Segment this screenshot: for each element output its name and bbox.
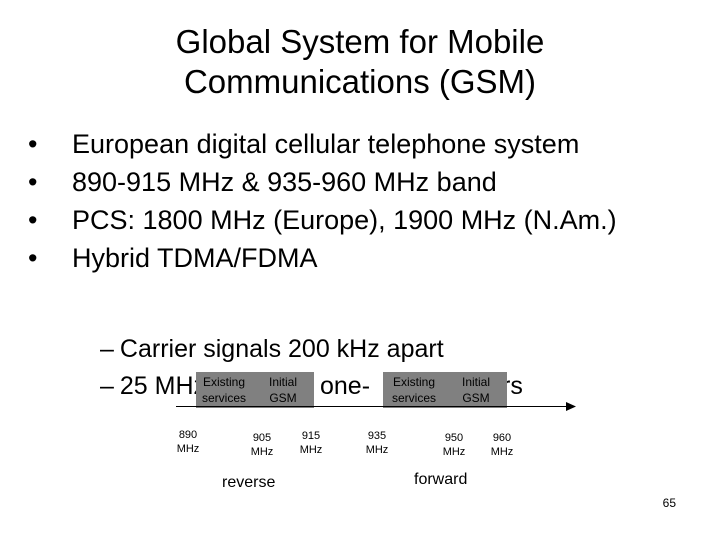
- tick-unit: MHz: [442, 446, 466, 458]
- band-box-label: Existing: [202, 375, 245, 389]
- bullet-dot: •: [28, 129, 38, 159]
- band-box-label: GSM: [462, 391, 490, 405]
- sub-bullet-fragment: one-: [320, 372, 371, 400]
- slide-title-line-2: Communications (GSM): [183, 63, 537, 100]
- reverse-label: reverse: [222, 474, 276, 491]
- tick-915: 915 MHz: [291, 429, 331, 457]
- sub-bullet-fragment: rs: [502, 372, 523, 400]
- bullet-dot: •: [28, 243, 38, 273]
- sub-bullet-item: –25 MHz: [100, 371, 206, 401]
- band-box-label: Initial: [268, 375, 297, 389]
- band-box-label: GSM: [269, 391, 297, 405]
- band-box-existing-services-forward: Existing services: [383, 372, 445, 408]
- slide-title: Global System for Mobile Communications …: [60, 22, 660, 102]
- bullet-item: • European digital cellular telephone sy…: [28, 130, 708, 159]
- sub-bullet-dash: –: [100, 335, 114, 363]
- bullet-dot: •: [28, 205, 38, 235]
- sub-bullet-dash: –: [100, 372, 114, 400]
- band-box-existing-services-reverse: Existing services: [196, 372, 252, 408]
- band-box-label: services: [391, 391, 436, 405]
- bullet-item: • 890-915 MHz & 935-960 MHz band: [28, 168, 708, 197]
- band-box-initial-gsm-forward: Initial GSM: [445, 372, 507, 408]
- frequency-axis: [176, 406, 574, 407]
- sub-bullet-item: – Carrier signals 200 kHz apart: [100, 334, 444, 364]
- bullet-item: • Hybrid TDMA/FDMA: [28, 244, 708, 273]
- tick-unit: MHz: [299, 444, 323, 456]
- tick-value: 950: [444, 432, 464, 444]
- page-number: 65: [662, 496, 676, 510]
- sub-bullet-text: Carrier signals 200 kHz apart: [119, 335, 444, 363]
- tick-value: 890: [178, 429, 198, 441]
- bullet-text: Hybrid TDMA/FDMA: [72, 243, 318, 273]
- bullet-text: 890-915 MHz & 935-960 MHz band: [72, 167, 497, 197]
- tick-value: 935: [367, 430, 387, 442]
- band-box-label: Initial: [461, 375, 490, 389]
- tick-905: 905 MHz: [242, 431, 282, 459]
- tick-960: 960 MHz: [482, 431, 522, 459]
- tick-890: 890 MHz: [168, 428, 208, 456]
- arrowhead-icon: [566, 402, 576, 411]
- bullet-dot: •: [28, 167, 38, 197]
- bullet-text: European digital cellular telephone syst…: [72, 129, 580, 159]
- bullet-list: • European digital cellular telephone sy…: [28, 130, 708, 282]
- tick-value: 905: [252, 432, 272, 444]
- tick-value: 915: [301, 430, 321, 442]
- band-box-initial-gsm-reverse: Initial GSM: [252, 372, 314, 408]
- forward-label: forward: [414, 471, 468, 488]
- sub-bullet-text: 25 MHz: [119, 372, 207, 400]
- tick-value: 960: [492, 432, 512, 444]
- tick-935: 935 MHz: [357, 429, 397, 457]
- bullet-text: PCS: 1800 MHz (Europe), 1900 MHz (N.Am.): [72, 205, 617, 235]
- tick-unit: MHz: [365, 444, 389, 456]
- bullet-item: • PCS: 1800 MHz (Europe), 1900 MHz (N.Am…: [28, 206, 632, 235]
- tick-unit: MHz: [490, 446, 514, 458]
- band-box-label: Existing: [392, 375, 435, 389]
- slide-title-line-1: Global System for Mobile: [175, 23, 545, 60]
- tick-950: 950 MHz: [434, 431, 474, 459]
- tick-unit: MHz: [176, 443, 200, 455]
- tick-unit: MHz: [250, 446, 274, 458]
- band-box-label: services: [201, 391, 246, 405]
